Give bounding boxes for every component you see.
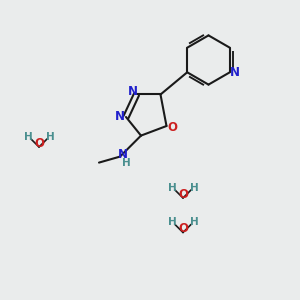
- Text: H: H: [190, 182, 198, 193]
- Text: N: N: [115, 110, 125, 123]
- Text: H: H: [24, 131, 32, 142]
- Text: O: O: [34, 137, 44, 150]
- Text: N: N: [117, 148, 128, 161]
- Text: H: H: [190, 217, 198, 227]
- Text: H: H: [122, 158, 131, 168]
- Text: O: O: [178, 188, 188, 201]
- Text: H: H: [168, 182, 176, 193]
- Text: N: N: [230, 66, 240, 79]
- Text: O: O: [167, 121, 177, 134]
- Text: H: H: [168, 217, 176, 227]
- Text: N: N: [128, 85, 138, 98]
- Text: H: H: [46, 131, 54, 142]
- Text: O: O: [178, 222, 188, 236]
